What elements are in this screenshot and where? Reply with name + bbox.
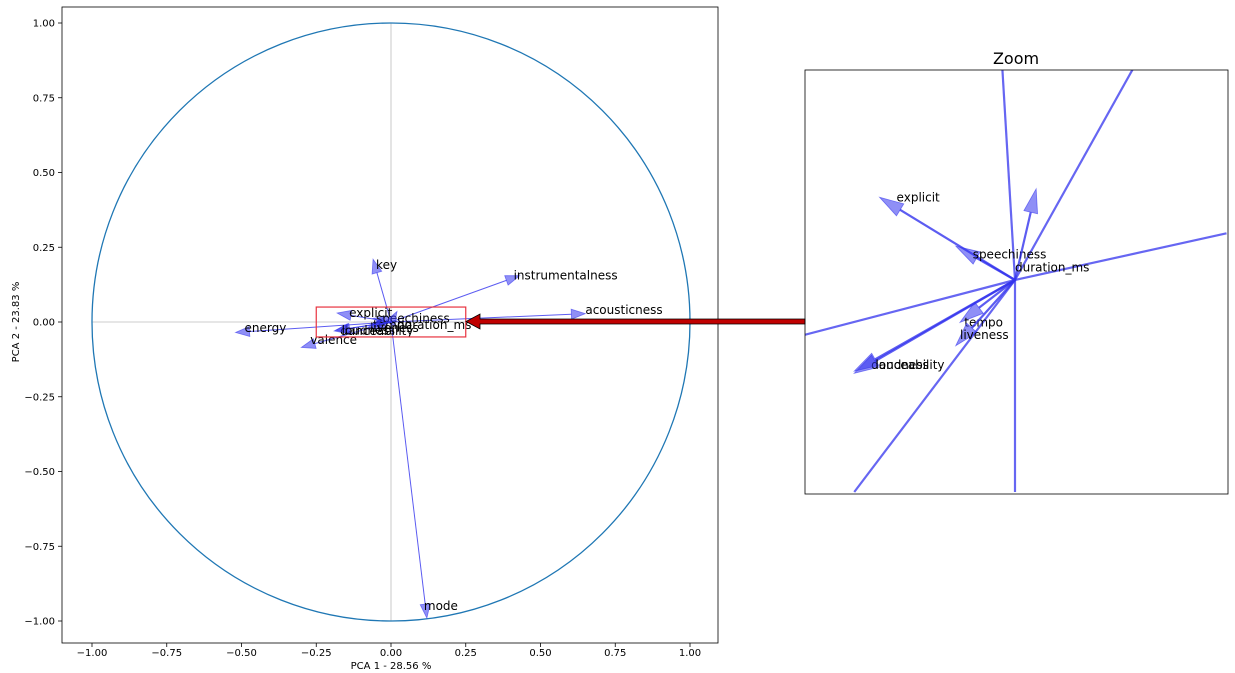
y-tick-label: −0.25 <box>24 392 55 403</box>
zoom-through-line <box>1001 70 1017 281</box>
vector-label-loudness: loudness <box>342 323 395 337</box>
zoom-region-box <box>315 306 467 338</box>
zoom-through-line <box>805 278 1016 336</box>
vector-arrow-mode <box>390 321 431 620</box>
y-tick-label: 0.50 <box>33 168 55 179</box>
zoom-vectors: explicitspeechinessduration_mstempoliven… <box>805 70 1227 493</box>
vector-label-duration-ms: duration_ms <box>397 318 471 332</box>
vector-label-tempo: tempo <box>373 318 412 332</box>
y-tick-label: 1.00 <box>33 19 55 30</box>
zoom-plot-frame <box>804 69 1229 495</box>
zoom-arrow-liveness <box>954 279 1016 347</box>
vector-label-acousticness: acousticness <box>585 303 662 317</box>
zoom-label-liveness: liveness <box>960 328 1009 342</box>
vector-label-danceability: danceability <box>340 324 413 338</box>
zoom-label-loudness: loudness <box>875 358 928 372</box>
y-tick-label: −0.50 <box>24 467 55 478</box>
x-tick-label: 0.00 <box>380 648 402 659</box>
x-axis-label: PCA 1 - 28.56 % <box>351 661 432 672</box>
y-tick-label: 0.00 <box>33 318 55 329</box>
vector-arrow-acousticness <box>390 308 587 323</box>
zoom-arrow-duration-ms <box>1013 187 1038 281</box>
x-tick-label: 1.00 <box>679 648 701 659</box>
x-tick-label: 0.50 <box>529 648 551 659</box>
zoom-connector-arrow <box>465 313 806 330</box>
zoom-through-line <box>1014 70 1134 281</box>
vector-label-key: key <box>376 258 397 272</box>
zoom-through-line <box>853 279 1016 493</box>
zoom-label-speechiness: speechiness <box>973 248 1047 262</box>
y-tick-label: −1.00 <box>24 617 55 628</box>
x-tick-label: 0.25 <box>455 648 477 659</box>
y-tick-label: 0.25 <box>33 243 55 254</box>
y-tick-label: −0.75 <box>24 542 55 553</box>
vector-label-energy: energy <box>244 321 286 335</box>
x-tick-label: −1.00 <box>77 648 108 659</box>
x-tick-label: −0.25 <box>301 648 332 659</box>
vector-arrow-key <box>371 258 392 323</box>
zoom-arrow-speechiness <box>954 245 1016 281</box>
zoom-label-explicit: explicit <box>897 190 940 204</box>
vector-label-instrumentalness: instrumentalness <box>514 269 618 283</box>
vector-label-liveness: liveness <box>370 321 419 335</box>
vector-arrow-instrumentalness <box>390 275 521 323</box>
vector-arrow-energy <box>234 321 392 338</box>
y-tick-label: 0.75 <box>33 93 55 104</box>
x-tick-label: 0.75 <box>604 648 626 659</box>
vector-arrow-loudness <box>334 321 392 334</box>
zoom-title: Zoom <box>993 49 1039 68</box>
x-tick-label: −0.50 <box>226 648 257 659</box>
x-tick-label: −0.75 <box>151 648 182 659</box>
main-feature-vectors: keyinstrumentalnessacousticnessenergyval… <box>234 258 663 620</box>
main-plot-frame <box>61 6 719 644</box>
zoom-through-line <box>1014 232 1227 282</box>
y-axis-label: PCA 2 - 23.83 % <box>11 282 22 363</box>
zoom-arrow-loudness <box>853 279 1016 372</box>
main-axis-ticks: −1.00 −0.75 −0.50 −0.25 0.00 0.25 0.50 0.75 1.00… <box>24 19 701 660</box>
vector-label-explicit: explicit <box>349 306 392 320</box>
zoom-label-danceability: danceability <box>871 358 944 372</box>
vector-label-mode: mode <box>424 599 458 613</box>
zoom-label-duration-ms: duration_ms <box>1015 260 1089 274</box>
